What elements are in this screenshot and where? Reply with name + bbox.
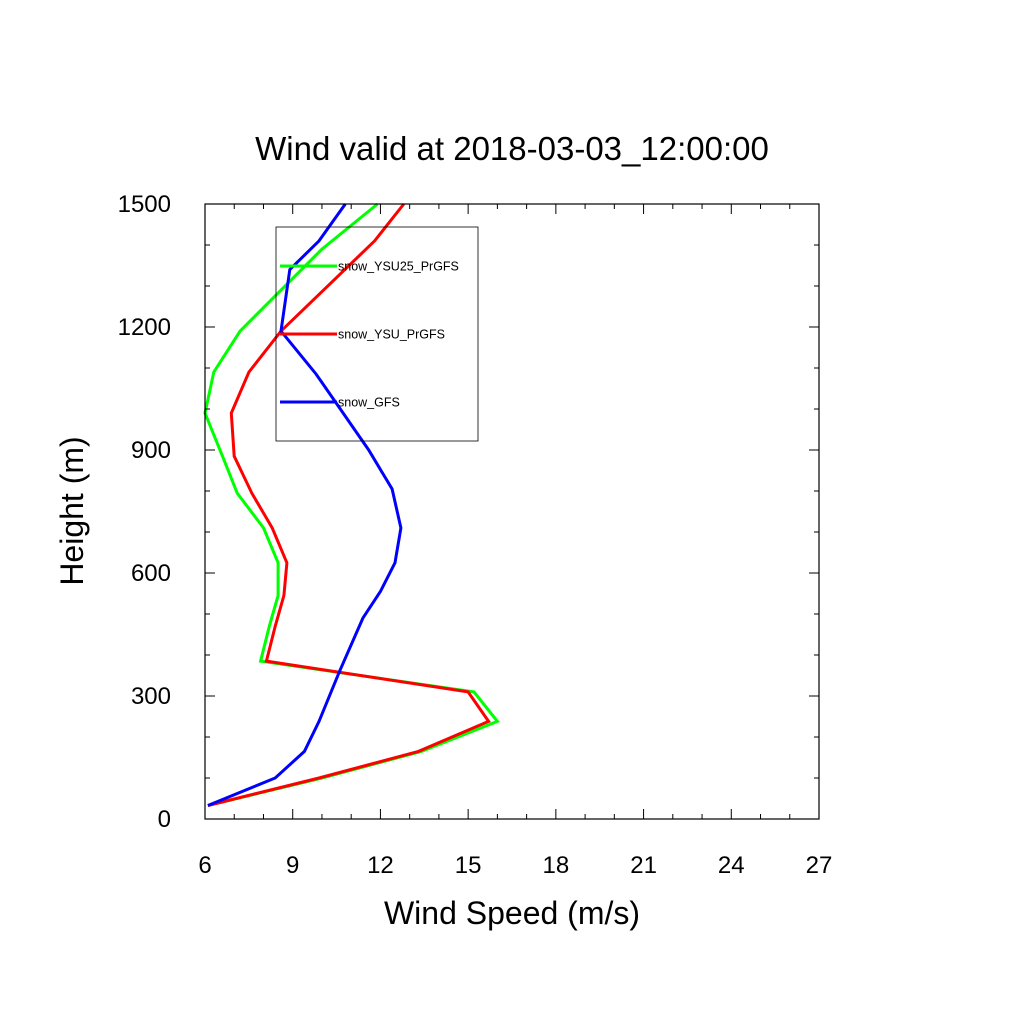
y-tick-label: 600: [131, 560, 171, 587]
y-axis-label: Height (m): [54, 436, 90, 585]
y-tick-label: 0: [158, 806, 171, 833]
y-tick-label: 1200: [118, 314, 171, 341]
x-tick-label: 18: [543, 852, 570, 879]
y-tick-label: 900: [131, 437, 171, 464]
series-lines: [203, 202, 500, 807]
legend: snow_YSU25_PrGFS snow_YSU_PrGFS snow_GFS: [275, 226, 479, 442]
chart-title: Wind valid at 2018-03-03_12:00:00: [255, 130, 769, 167]
legend-label: snow_YSU25_PrGFS: [338, 260, 459, 274]
x-tick-label: 15: [455, 852, 482, 879]
legend-box: [275, 226, 479, 442]
y-tick-labels: 0 300 600 900 1200 1500: [118, 191, 171, 833]
legend-label: snow_GFS: [338, 396, 400, 410]
x-tick-label: 6: [198, 852, 211, 879]
x-tick-label: 27: [806, 852, 833, 879]
x-tick-labels: 6 9 12 15 18 21 24 27: [198, 852, 832, 879]
y-tick-label: 1500: [118, 191, 171, 218]
x-axis-label: Wind Speed (m/s): [384, 895, 640, 931]
legend-label: snow_YSU_PrGFS: [338, 328, 445, 342]
series-line-1: [203, 202, 500, 807]
series-line-3: [207, 203, 403, 807]
axis-ticks: [204, 203, 820, 820]
y-tick-label: 300: [131, 683, 171, 710]
plot-frame: [204, 203, 820, 820]
x-tick-label: 9: [286, 852, 299, 879]
x-tick-label: 12: [367, 852, 394, 879]
x-tick-label: 21: [630, 852, 657, 879]
x-tick-label: 24: [718, 852, 745, 879]
series-line-2: [207, 203, 491, 807]
